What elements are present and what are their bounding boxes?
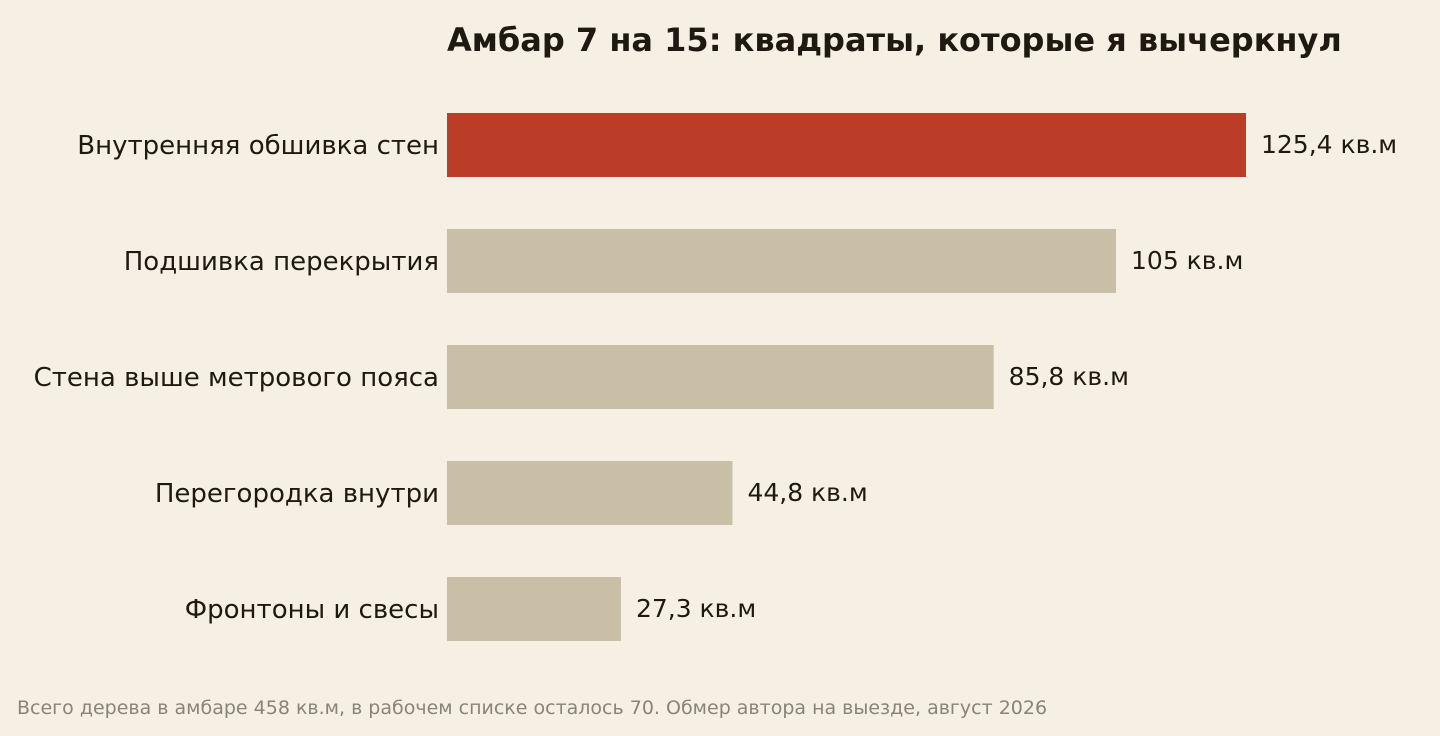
chart-title: Амбар 7 на 15: квадраты, которые я вычер… [447,21,1342,59]
category-label-3: Стена выше метрового пояса [34,363,439,393]
bar-1 [447,113,1246,177]
bars-group: Внутренняя обшивка стен 125,4 кв.м Подшивк… [34,113,1397,641]
bar-3 [447,345,994,409]
value-label-4: 44,8 кв.м [747,478,867,507]
chart-footnote: Всего дерева в амбаре 458 кв.м, в рабоче… [17,697,1047,719]
bar-4 [447,461,733,525]
value-label-5: 27,3 кв.м [636,594,756,623]
bar-2 [447,229,1117,293]
category-label-4: Перегородка внутри [155,479,439,509]
value-label-2: 105 кв.м [1131,246,1243,275]
value-label-3: 85,8 кв.м [1009,362,1129,391]
category-label-5: Фронтоны и свесы [185,595,439,625]
value-label-1: 125,4 кв.м [1261,130,1397,159]
category-label-1: Внутренняя обшивка стен [77,131,439,161]
bar-5 [447,577,621,641]
category-label-2: Подшивка перекрытия [124,247,439,277]
